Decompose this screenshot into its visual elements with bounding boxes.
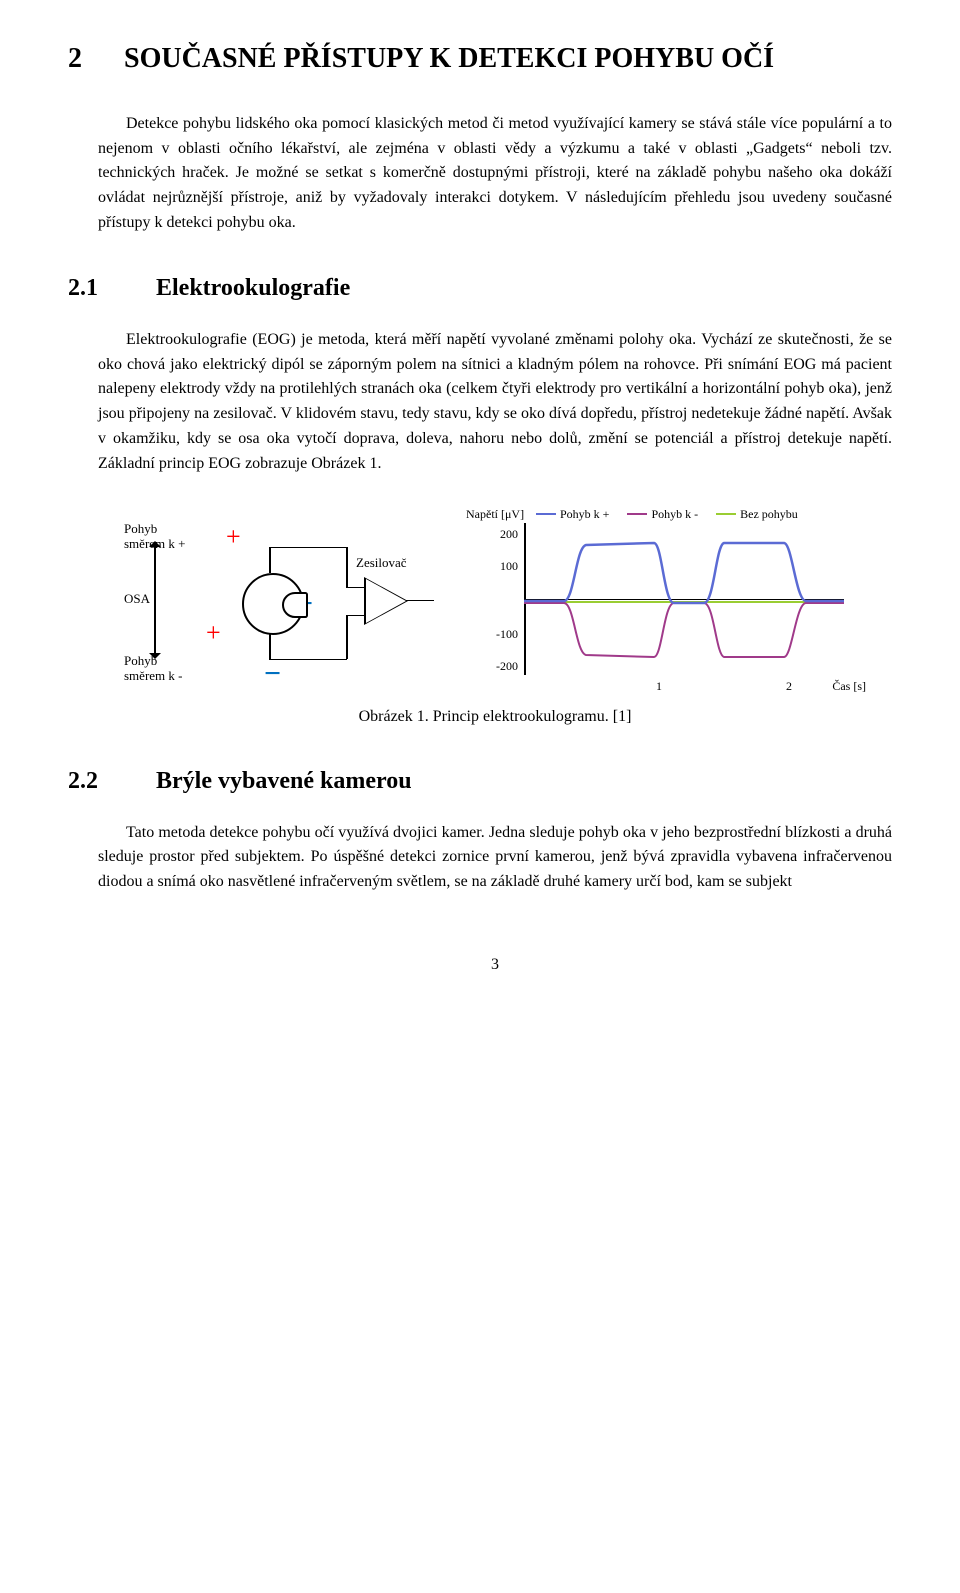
y-tick: 100 — [468, 557, 518, 575]
chart-legend: Pohyb k + Pohyb k - Bez pohybu — [536, 505, 798, 523]
chart-waves — [524, 523, 844, 675]
x-axis-title: Čas [s] — [832, 677, 866, 695]
wire — [346, 587, 364, 589]
legend-item: Bez pohybu — [716, 505, 798, 523]
series-plus — [524, 543, 844, 603]
wire — [346, 547, 348, 587]
y-tick: 200 — [468, 525, 518, 543]
legend-swatch — [627, 513, 647, 515]
legend-swatch — [716, 513, 736, 515]
axis-arrow-icon — [154, 545, 156, 655]
section-number: 2.2 — [68, 763, 156, 799]
section2-paragraph: Tato metoda detekce pohybu očí využívá d… — [98, 821, 892, 895]
y-axis-title: Napětí [μV] — [466, 505, 524, 523]
wire — [346, 615, 364, 617]
x-tick: 2 — [786, 677, 792, 695]
chapter-heading: 2SOUČASNÉ PŘÍSTUPY K DETEKCI POHYBU OČÍ — [68, 40, 892, 78]
y-tick: -100 — [468, 625, 518, 643]
legend-swatch — [536, 513, 556, 515]
minus-icon: − — [264, 651, 281, 696]
section-title: Brýle vybavené kamerou — [156, 768, 412, 794]
amplifier-icon: +− — [364, 577, 408, 625]
eog-diagram: Pohyb směrem k + Pohyb směrem k - OSA + … — [124, 505, 866, 695]
wire — [269, 547, 271, 573]
eye-icon — [242, 573, 304, 635]
section-number: 2.1 — [68, 270, 156, 306]
chapter-number: 2 — [68, 40, 124, 78]
label-zesilovac: Zesilovač — [356, 555, 407, 571]
wire — [346, 615, 348, 659]
figure-1: Pohyb směrem k + Pohyb směrem k - OSA + … — [98, 505, 892, 695]
wire — [406, 600, 434, 602]
section-title: Elektrookulografie — [156, 275, 350, 301]
eog-schematic: Pohyb směrem k + Pohyb směrem k - OSA + … — [124, 505, 434, 695]
section-heading-22: 2.2Brýle vybavené kamerou — [68, 763, 892, 799]
legend-item: Pohyb k - — [627, 505, 698, 523]
legend-item: Pohyb k + — [536, 505, 609, 523]
series-minus — [524, 603, 844, 657]
page-number: 3 — [98, 953, 892, 977]
plus-icon: + — [206, 613, 221, 652]
eog-chart: Napětí [μV] Pohyb k + Pohyb k - Bez pohy… — [446, 505, 866, 695]
wire — [269, 547, 347, 549]
figure-1-caption: Obrázek 1. Princip elektrookulogramu. [1… — [98, 705, 892, 729]
section-heading-21: 2.1Elektrookulografie — [68, 270, 892, 306]
chapter-title: SOUČASNÉ PŘÍSTUPY K DETEKCI POHYBU OČÍ — [124, 43, 774, 74]
x-tick: 1 — [656, 677, 662, 695]
wire — [269, 659, 347, 661]
intro-paragraph: Detekce pohybu lidského oka pomocí klasi… — [98, 112, 892, 236]
plus-icon: + — [226, 517, 241, 556]
label-osa: OSA — [124, 591, 150, 607]
wire — [269, 633, 271, 659]
section1-paragraph: Elektrookulografie (EOG) je metoda, kter… — [98, 328, 892, 477]
y-tick: -200 — [468, 657, 518, 675]
